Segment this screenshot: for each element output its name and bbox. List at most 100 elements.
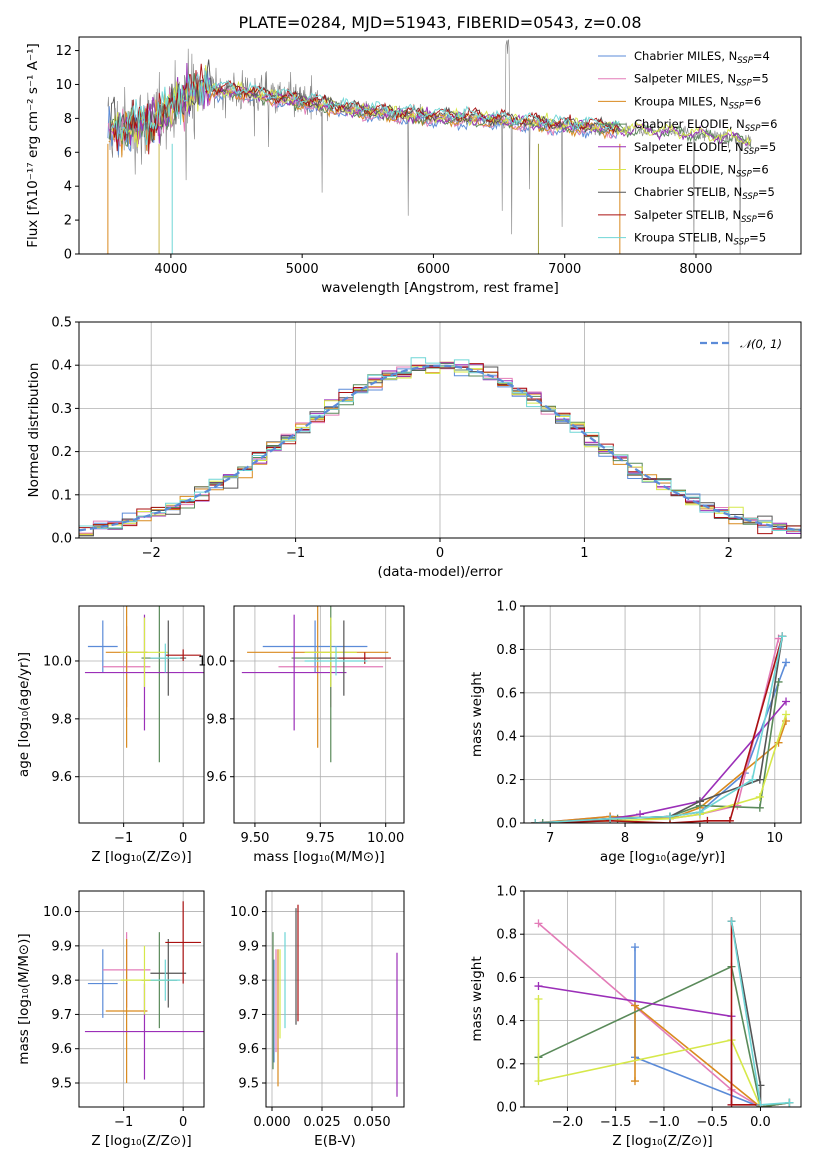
plot-frame — [78, 321, 802, 539]
y-tick-label: 9.9 — [51, 939, 72, 954]
weight-line — [535, 662, 787, 823]
y-tick-label: 0.2 — [496, 773, 517, 788]
y-tick-label: 0.0 — [51, 532, 72, 547]
legend-entry: Kroupa MILES, NSSP=6 — [634, 94, 761, 111]
x-tick-label: 1 — [580, 546, 588, 561]
weight-marker — [727, 1100, 736, 1107]
x-tick-label: 0.050 — [353, 1115, 390, 1130]
y-tick-label: 9.7 — [238, 1008, 259, 1023]
y-tick-label: 2 — [64, 214, 72, 229]
weight-marker — [755, 792, 764, 801]
errorbar-point — [304, 617, 357, 688]
x-tick-label: 10.00 — [367, 831, 404, 846]
y-tick-label: 9.8 — [51, 712, 72, 727]
x-tick-label: −1 — [286, 546, 305, 561]
x-tick-label: −1 — [114, 831, 133, 846]
x-tick-label: 10 — [767, 831, 784, 846]
residuals-plot-area — [79, 357, 801, 537]
normal-reference-curve — [79, 364, 801, 532]
weight-marker — [531, 819, 540, 823]
z-mass-panel: −1 0 9.5 9.6 9.7 9.8 9.9 10.0 Z [log₁₀(Z/Z⊙)] mas… — [16, 890, 205, 1149]
y-tick-label: 9.6 — [51, 770, 72, 785]
weight-marker — [630, 943, 639, 952]
errorbar-point — [120, 617, 169, 688]
y-tick-label: 9.5 — [238, 1077, 259, 1092]
z-age-panel: −1 0 9.6 9.8 10.0 Z [log₁₀(Z/Z⊙)] age [log₁₀(a… — [16, 605, 205, 865]
plot-frame — [523, 605, 802, 824]
y-tick-label: 6 — [64, 146, 72, 161]
x-tick-label: −1 — [114, 1115, 133, 1130]
y-tick-label: 0.2 — [51, 445, 72, 460]
y-tick-label: 0.1 — [51, 488, 72, 503]
legend-entry: Salpeter STELIB, NSSP=6 — [634, 208, 774, 225]
x-tick-label: 8 — [621, 831, 629, 846]
weight-marker — [630, 1077, 639, 1086]
x-tick-label: 2 — [725, 546, 733, 561]
x-axis-label: age [log₁₀(age/yr)] — [600, 849, 725, 865]
x-axis-label: mass [log₁₀(M/M⊙)] — [253, 849, 384, 865]
y-tick-label: 0.0 — [496, 817, 517, 832]
x-axis-label: Z [log₁₀(Z/Z⊙)] — [612, 1133, 712, 1149]
x-tick-label: 0.025 — [303, 1115, 340, 1130]
weight-marker — [703, 816, 712, 823]
y-tick-label: 1.0 — [496, 885, 517, 900]
errorbar-point — [87, 949, 118, 1018]
spectrum-plot-area — [107, 39, 752, 254]
weight-marker — [785, 1098, 794, 1107]
weight-line — [535, 638, 780, 823]
weight-marker — [748, 775, 757, 784]
x-tick-label: −0.5 — [696, 1115, 728, 1130]
mass-age-plot-area — [241, 606, 391, 763]
z-weight-panel: −2.0 −1.5 −1.0 −0.5 0.0 0.0 0.2 0.4 0.6 0.8 1.0 Z [… — [469, 885, 802, 1149]
plot-frame — [78, 890, 205, 1108]
legend-entry: 𝒩(0, 1) — [740, 337, 782, 351]
spectrum-panel: 4000 5000 6000 7000 8000 0 2 4 6 8 10 12 wavelength … — [25, 13, 802, 296]
y-axis-label: Normed distribution — [26, 363, 42, 498]
weight-marker — [695, 797, 704, 806]
legend-entry: Chabrier ELODIE, NSSP=6 — [634, 117, 777, 134]
x-tick-label: 9.75 — [306, 831, 335, 846]
x-tick-label: 0.0 — [750, 1115, 771, 1130]
weight-marker — [782, 658, 791, 667]
y-axis-label: mass [log₁₀(M/M⊙)] — [16, 933, 32, 1064]
chart-title: PLATE=0284, MJD=51943, FIBERID=0543, z=0… — [238, 13, 641, 32]
legend-entry: Chabrier MILES, NSSP=4 — [634, 49, 770, 66]
age-weight-plot-area — [531, 632, 791, 823]
plot-frame — [78, 605, 205, 824]
age-weight-panel: 7 8 9 10 0.0 0.2 0.4 0.6 0.8 1.0 age [log₁₀(age/yr… — [469, 600, 802, 865]
y-tick-label: 9.6 — [206, 770, 227, 785]
weight-line — [535, 636, 784, 823]
weight-marker — [534, 995, 543, 1003]
weight-marker — [755, 803, 764, 812]
y-tick-label: 8 — [64, 112, 72, 127]
errorbar-point — [150, 959, 181, 1001]
weight-marker — [695, 808, 704, 817]
y-tick-label: 0.4 — [496, 1014, 517, 1029]
weight-line — [535, 636, 784, 823]
x-tick-label: 9 — [696, 831, 704, 846]
y-tick-label: 1.0 — [496, 600, 517, 615]
y-tick-label: 9.5 — [51, 1077, 72, 1092]
x-tick-label: 0 — [179, 1115, 187, 1130]
errorbar-point — [165, 901, 202, 984]
y-tick-label: 10.0 — [198, 654, 227, 669]
y-tick-label: 9.8 — [238, 974, 259, 989]
y-tick-label: 9.6 — [51, 1042, 72, 1057]
x-tick-label: −2.0 — [552, 1115, 584, 1130]
y-tick-label: 0.8 — [496, 928, 517, 943]
weight-marker — [534, 982, 543, 991]
weight-marker — [606, 814, 615, 823]
y-tick-label: 9.6 — [238, 1042, 259, 1057]
y-tick-label: 0.0 — [496, 1101, 517, 1116]
plot-frame — [233, 605, 405, 824]
y-tick-label: 0 — [64, 248, 72, 263]
legend-entry: Salpeter MILES, NSSP=5 — [634, 72, 769, 89]
x-tick-label: −1.0 — [648, 1115, 680, 1130]
plot-frame — [78, 36, 802, 255]
ebv-mass-panel: 0.000 0.025 0.050 9.5 9.6 9.7 9.8 9.9 10.0 E(B-V) — [230, 890, 405, 1149]
legend-entry: Chabrier STELIB, NSSP=5 — [634, 185, 775, 202]
model-spectrum-kroupa-elodie — [109, 65, 751, 148]
y-tick-label: 4 — [64, 180, 72, 195]
x-tick-label: −1.5 — [600, 1115, 632, 1130]
